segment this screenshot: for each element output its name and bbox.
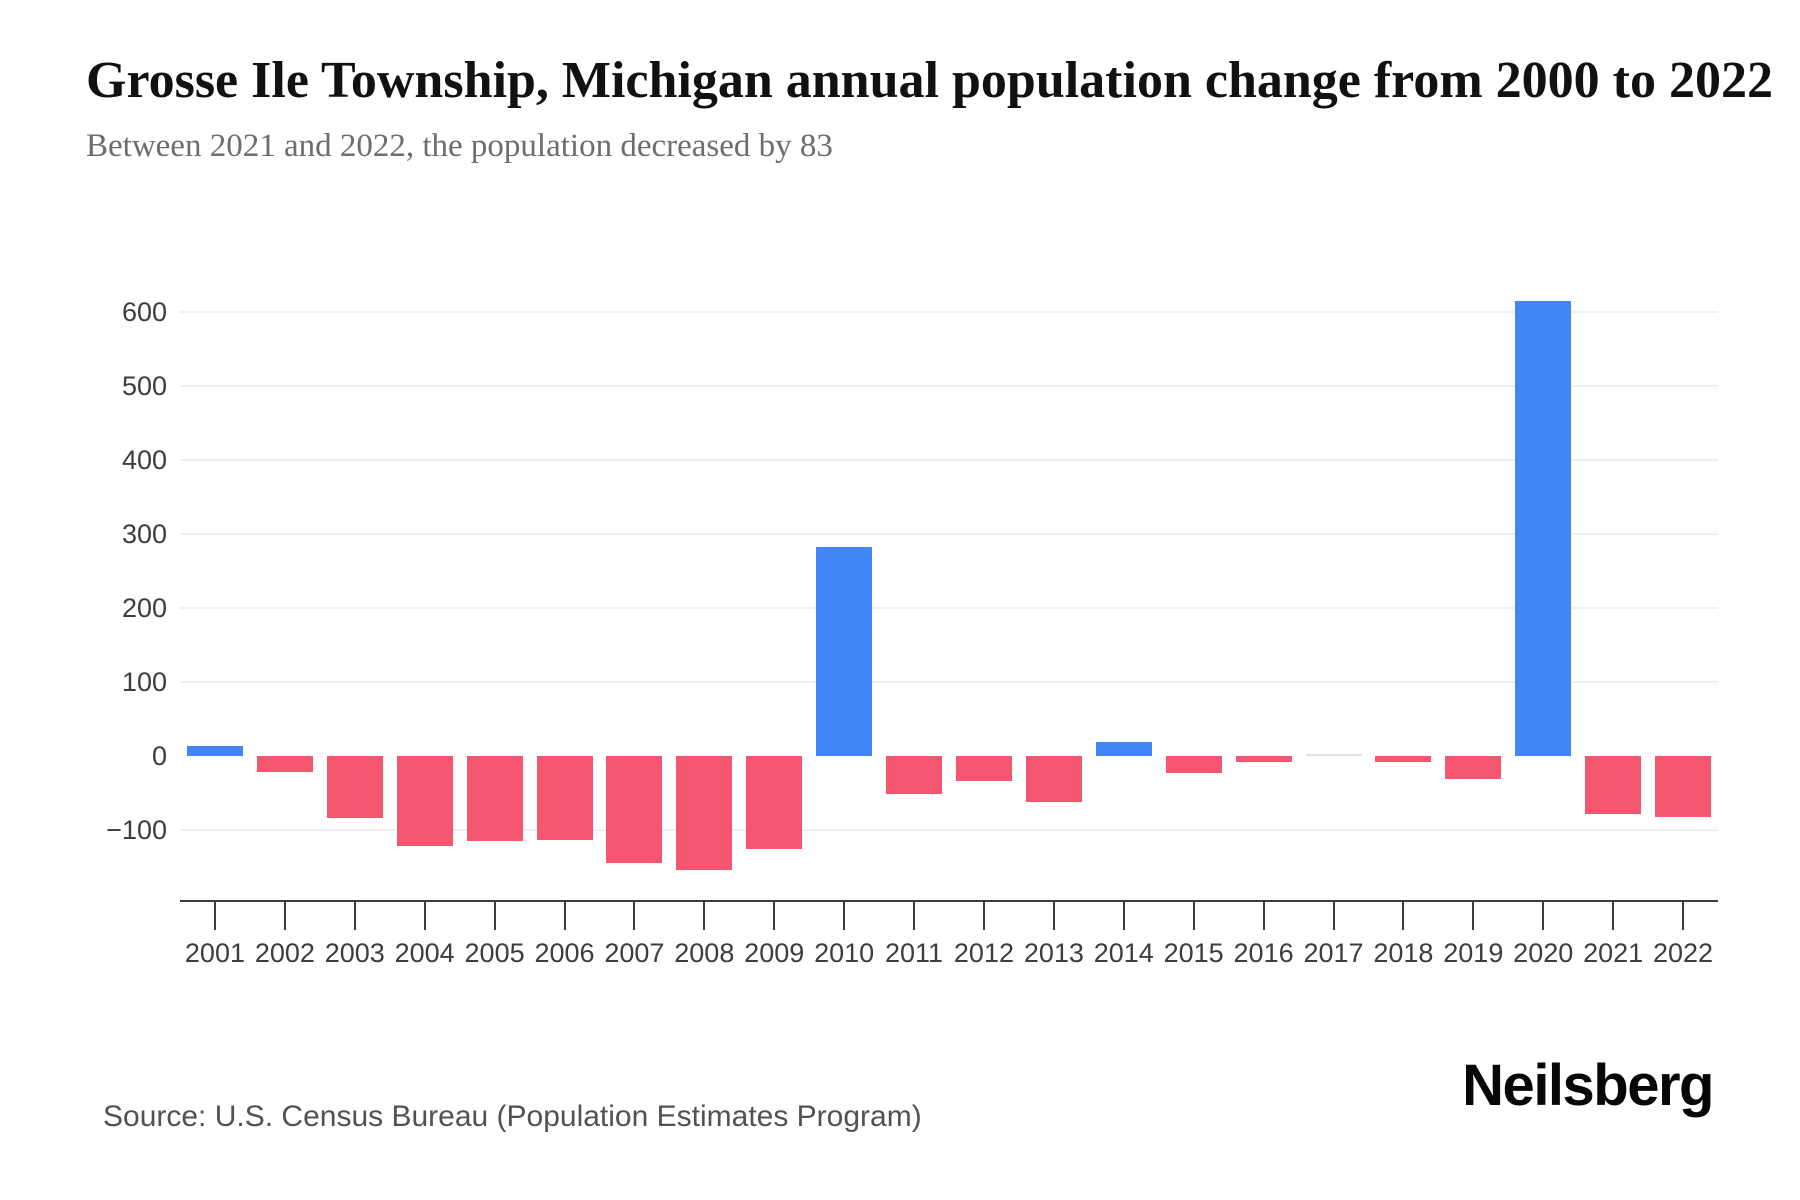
x-axis-tick <box>1472 900 1475 930</box>
gridline--100 <box>180 829 1718 831</box>
x-axis-label-2017: 2017 <box>1303 938 1364 968</box>
x-axis-tick <box>982 900 985 930</box>
x-axis-label-2021: 2021 <box>1583 938 1644 968</box>
x-axis-label-2008: 2008 <box>674 938 735 968</box>
bar-2015[interactable] <box>1165 756 1222 774</box>
x-axis-tick <box>1402 900 1405 930</box>
x-axis-label-2001: 2001 <box>184 938 245 968</box>
x-axis-label-2010: 2010 <box>814 938 875 968</box>
y-axis-label: −100 <box>106 815 167 845</box>
x-axis-label-2004: 2004 <box>394 938 455 968</box>
bar-2001[interactable] <box>186 745 243 756</box>
x-axis-tick <box>1542 900 1545 930</box>
x-axis-label-2006: 2006 <box>534 938 595 968</box>
x-axis-label-2019: 2019 <box>1443 938 1504 968</box>
source-text: Source: U.S. Census Bureau (Population E… <box>103 1100 922 1133</box>
gridline-500 <box>180 385 1718 387</box>
x-axis-label-2022: 2022 <box>1652 938 1714 968</box>
chart-title: Grosse Ile Township, Michigan annual pop… <box>86 52 1773 109</box>
x-axis-tick <box>773 900 776 930</box>
bar-2021[interactable] <box>1585 756 1642 815</box>
bar-2017[interactable] <box>1305 754 1362 756</box>
x-axis-label-2018: 2018 <box>1373 938 1434 968</box>
gridline-600 <box>180 311 1718 313</box>
x-axis-tick <box>1332 900 1335 930</box>
x-axis-tick <box>423 900 426 930</box>
bar-2003[interactable] <box>326 756 383 819</box>
x-axis-label-2011: 2011 <box>885 938 944 968</box>
bar-2012[interactable] <box>955 756 1012 782</box>
bar-2008[interactable] <box>676 756 733 870</box>
bar-2022[interactable] <box>1655 756 1712 818</box>
y-axis-label: 300 <box>121 519 167 549</box>
bar-2007[interactable] <box>606 756 663 864</box>
brand-logo: Neilsberg <box>1462 1053 1714 1118</box>
x-axis-tick <box>563 900 566 930</box>
bar-2011[interactable] <box>886 756 943 795</box>
y-axis-label: 0 <box>151 741 167 771</box>
x-axis-label-2015: 2015 <box>1163 938 1224 968</box>
bar-2005[interactable] <box>466 756 523 842</box>
x-axis-tick <box>633 900 636 930</box>
bar-2013[interactable] <box>1025 756 1082 802</box>
x-axis-label-2012: 2012 <box>953 938 1014 968</box>
x-axis-label-2007: 2007 <box>604 938 665 968</box>
y-axis-label: 600 <box>121 297 167 327</box>
bar-2006[interactable] <box>536 756 593 841</box>
plot-area: 600 500 400 300 200 100 0 −100 2001 2002 2003 2004 2… <box>106 297 1718 968</box>
x-axis-label-2016: 2016 <box>1233 938 1294 968</box>
x-axis-tick <box>913 900 916 930</box>
bar-2010[interactable] <box>816 547 873 756</box>
bar-2018[interactable] <box>1375 756 1432 762</box>
x-axis-label-2003: 2003 <box>324 938 385 968</box>
x-axis-label-2014: 2014 <box>1093 938 1154 968</box>
x-axis-label-2002: 2002 <box>254 938 315 968</box>
chart-subtitle: Between 2021 and 2022, the population de… <box>86 128 833 164</box>
x-axis-line <box>180 900 1718 902</box>
x-axis-tick <box>1122 900 1125 930</box>
x-axis-tick <box>1612 900 1615 930</box>
x-axis-label-2020: 2020 <box>1513 938 1574 968</box>
bar-2004[interactable] <box>396 756 453 846</box>
y-axis-label: 500 <box>121 371 167 401</box>
x-axis-tick <box>1262 900 1265 930</box>
bar-2009[interactable] <box>746 756 803 849</box>
bar-2019[interactable] <box>1445 756 1502 779</box>
x-axis-tick <box>283 900 286 930</box>
gridline-100 <box>180 681 1718 683</box>
x-axis-label-2013: 2013 <box>1023 938 1084 968</box>
x-axis-tick <box>1052 900 1055 930</box>
bar-2002[interactable] <box>256 756 313 772</box>
x-axis-tick <box>1682 900 1685 930</box>
x-axis-tick <box>493 900 496 930</box>
x-axis-tick <box>843 900 846 930</box>
y-axis-label: 100 <box>121 667 167 697</box>
y-axis-label: 200 <box>121 593 167 623</box>
x-axis-tick <box>1192 900 1195 930</box>
bar-2014[interactable] <box>1095 741 1152 756</box>
bar-2020[interactable] <box>1515 300 1572 756</box>
x-axis-tick <box>213 900 216 930</box>
x-axis-label-2005: 2005 <box>464 938 525 968</box>
x-axis-label-2009: 2009 <box>744 938 805 968</box>
gridline-400 <box>180 459 1718 461</box>
gridline-300 <box>180 533 1718 535</box>
bar-2016[interactable] <box>1235 756 1292 762</box>
x-axis-tick <box>353 900 356 930</box>
x-axis-tick <box>703 900 706 930</box>
y-axis-label: 400 <box>121 445 167 475</box>
gridline-200 <box>180 607 1718 609</box>
